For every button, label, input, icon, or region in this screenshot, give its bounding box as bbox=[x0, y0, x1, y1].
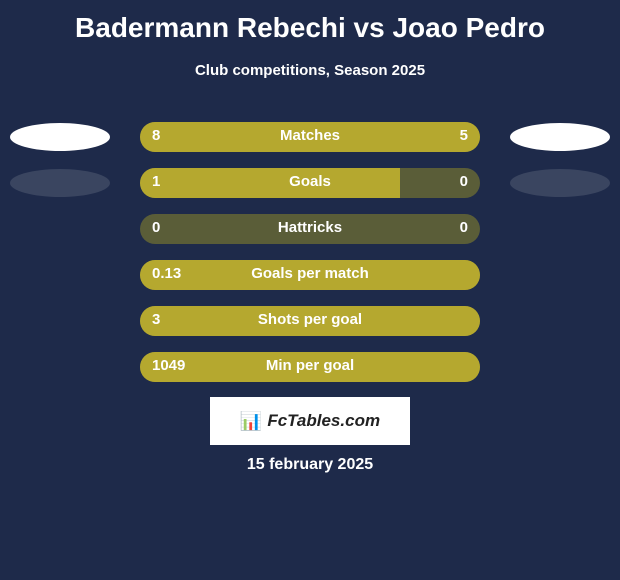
player-right-indicator bbox=[510, 123, 610, 151]
stat-row: 00Hattricks bbox=[0, 212, 620, 258]
stat-label: Goals per match bbox=[140, 265, 480, 282]
date-footer: 15 february 2025 bbox=[0, 456, 620, 474]
stat-row: 10Goals bbox=[0, 166, 620, 212]
chart-icon: 📊 bbox=[240, 411, 262, 432]
player-left-indicator bbox=[10, 169, 110, 197]
stat-label: Min per goal bbox=[140, 357, 480, 374]
comparison-title: Badermann Rebechi vs Joao Pedro bbox=[0, 0, 620, 44]
stat-label: Matches bbox=[140, 127, 480, 144]
stat-label: Hattricks bbox=[140, 219, 480, 236]
player-left-indicator bbox=[10, 123, 110, 151]
player-right-indicator bbox=[510, 169, 610, 197]
logo-box: 📊 FcTables.com bbox=[210, 397, 410, 445]
stat-row: 0.13Goals per match bbox=[0, 258, 620, 304]
stat-row: 85Matches bbox=[0, 120, 620, 166]
stat-label: Goals bbox=[140, 173, 480, 190]
stat-label: Shots per goal bbox=[140, 311, 480, 328]
comparison-subtitle: Club competitions, Season 2025 bbox=[0, 44, 620, 79]
stats-container: 85Matches10Goals00Hattricks0.13Goals per… bbox=[0, 120, 620, 396]
logo-text: FcTables.com bbox=[267, 411, 380, 431]
stat-row: 3Shots per goal bbox=[0, 304, 620, 350]
stat-row: 1049Min per goal bbox=[0, 350, 620, 396]
